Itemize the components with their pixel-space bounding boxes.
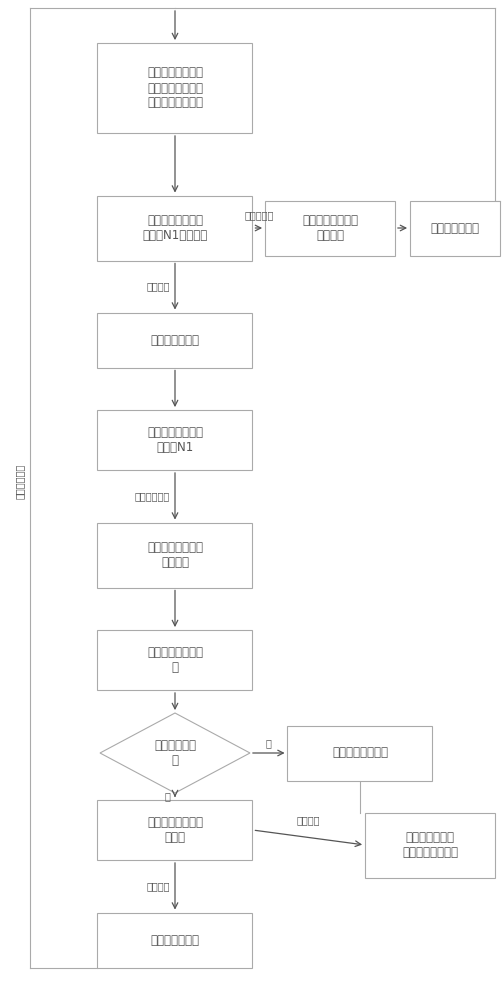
FancyBboxPatch shape (365, 812, 495, 878)
FancyBboxPatch shape (98, 43, 253, 133)
Text: 对双差相位观测量
进行修正: 对双差相位观测量 进行修正 (147, 541, 203, 569)
Text: 平滑参考卫星单差
模糊度N1: 平滑参考卫星单差 模糊度N1 (147, 426, 203, 454)
Text: 搜索失败: 搜索失败 (146, 881, 170, 891)
Text: 进入下个历元: 进入下个历元 (135, 491, 170, 501)
Text: 保存本历元参数: 保存本历元参数 (150, 934, 200, 946)
Text: 第一个历元: 第一个历元 (244, 210, 274, 220)
Text: 进入滤波器进行滤
波: 进入滤波器进行滤 波 (147, 646, 203, 674)
FancyBboxPatch shape (98, 312, 253, 367)
Text: 是: 是 (266, 738, 272, 748)
FancyBboxPatch shape (98, 630, 253, 690)
Text: 获取基站和流动站
的观测值，进行时
间同步，粗差剔除: 获取基站和流动站 的观测值，进行时 间同步，粗差剔除 (147, 66, 203, 109)
Text: 对双差相位观测量
进行修正: 对双差相位观测量 进行修正 (302, 214, 358, 242)
FancyBboxPatch shape (98, 196, 253, 260)
FancyBboxPatch shape (98, 410, 253, 470)
Text: 计算参考卫星单差
模糊度N1的估计值: 计算参考卫星单差 模糊度N1的估计值 (142, 214, 208, 242)
Text: 进入下个历元: 进入下个历元 (15, 464, 25, 499)
FancyBboxPatch shape (288, 726, 433, 780)
Polygon shape (100, 713, 250, 793)
Text: 探测和修复周跳: 探测和修复周跳 (150, 334, 200, 347)
FancyBboxPatch shape (98, 522, 253, 587)
Text: 得到固定解模糊度: 得到固定解模糊度 (332, 746, 388, 760)
Text: 滤波器是否收
敛: 滤波器是否收 敛 (154, 739, 196, 767)
FancyBboxPatch shape (410, 200, 500, 255)
Text: 搜索成功: 搜索成功 (297, 815, 320, 825)
Text: 进行模糊度最小二
乘搜索: 进行模糊度最小二 乘搜索 (147, 816, 203, 844)
Text: 设置滤波器初值: 设置滤波器初值 (431, 222, 479, 234)
FancyBboxPatch shape (98, 800, 253, 860)
Text: 后续历元: 后续历元 (146, 282, 170, 292)
FancyBboxPatch shape (98, 912, 253, 968)
Text: 否: 否 (164, 792, 170, 802)
FancyBboxPatch shape (265, 200, 395, 255)
Text: 得到固定解模糊
度，最终定位解算: 得到固定解模糊 度，最终定位解算 (402, 831, 458, 859)
